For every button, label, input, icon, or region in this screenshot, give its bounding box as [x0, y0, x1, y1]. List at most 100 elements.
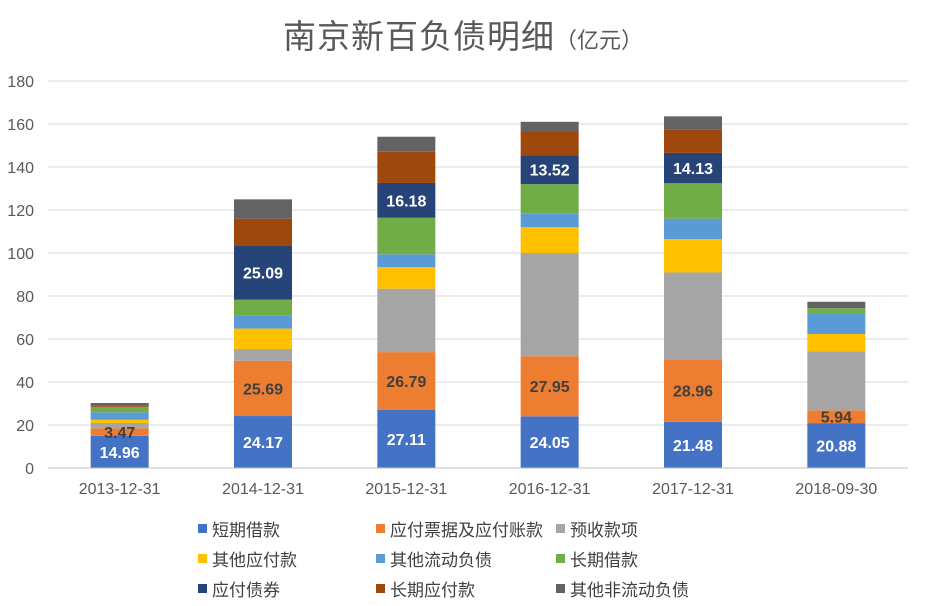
- bar-segment: [90, 406, 149, 413]
- legend-swatch: [198, 554, 207, 563]
- chart-plot: 0 20 40 60 80 100 120 140 160 180 14.96 3.47 24.17 25…: [7, 74, 908, 498]
- bar-segment: [90, 412, 149, 420]
- bar-segment: [520, 227, 579, 253]
- bar-segment: [90, 428, 149, 436]
- legend-item: 应付债券: [198, 576, 280, 601]
- bar-segment: [234, 315, 292, 329]
- legend-item: 长期应付款: [376, 576, 475, 601]
- legend-label: 其他应付款: [212, 551, 297, 570]
- y-tick-label: 60: [16, 332, 34, 349]
- legend-swatch: [376, 584, 385, 593]
- y-tick-label: 180: [7, 74, 34, 91]
- data-label: 20.88: [816, 439, 856, 456]
- legend-swatch: [198, 584, 207, 593]
- legend-item: 其他非流动负债: [556, 576, 689, 601]
- bar-segment: [807, 334, 866, 352]
- bar-segment: [807, 308, 866, 314]
- legend-label: 长期借款: [570, 551, 638, 570]
- legend-label: 应付票据及应付账款: [390, 521, 543, 540]
- bar-segment: [807, 351, 866, 411]
- bar-segment: [520, 416, 579, 468]
- legend-swatch: [376, 524, 385, 533]
- data-label: 25.69: [243, 381, 283, 398]
- data-label: 13.52: [530, 163, 570, 180]
- y-tick-label: 40: [16, 375, 34, 392]
- data-label: 26.79: [386, 374, 426, 391]
- legend-label: 应付债券: [212, 581, 280, 600]
- x-tick-label: 2015-12-31: [365, 481, 447, 498]
- bar-segment: [520, 253, 579, 357]
- y-tick-label: 140: [7, 160, 34, 177]
- bar-segment: [377, 409, 436, 468]
- bar-segment: [90, 405, 149, 407]
- chart-legend: 短期借款 应付票据及应付账款 预收款项其他应付款 其他流动负债 长期借款应付债券 长期应付…: [0, 508, 926, 604]
- data-label: 21.48: [673, 438, 713, 455]
- legend-item: 预收款项: [556, 516, 638, 541]
- bar-segment: [377, 288, 436, 353]
- bar-segment: [520, 121, 579, 132]
- bar-segment: [520, 155, 579, 185]
- legend-item: 应付票据及应付账款: [376, 516, 543, 541]
- bar-segment: [520, 213, 579, 228]
- data-label: 24.05: [530, 435, 570, 452]
- chart-title-unit: （亿元）: [554, 28, 643, 53]
- bar-segment: [664, 272, 722, 360]
- x-tick-label: 2013-12-31: [79, 481, 161, 498]
- bar-segment: [664, 129, 722, 153]
- data-label: 14.13: [673, 161, 713, 178]
- bar-segment: [377, 352, 436, 410]
- legend-swatch: [556, 584, 565, 593]
- legend-label: 长期应付款: [390, 581, 475, 600]
- y-tick-label: 20: [16, 418, 34, 435]
- bar-segment: [807, 410, 866, 424]
- x-tick-label: 2014-12-31: [222, 481, 304, 498]
- legend-swatch: [556, 554, 565, 563]
- data-label: 16.18: [386, 193, 426, 210]
- bar-segment: [234, 360, 292, 417]
- legend-item: 其他应付款: [198, 546, 297, 571]
- legend-swatch: [198, 524, 207, 533]
- bar-segment: [664, 359, 722, 422]
- legend-label: 其他流动负债: [390, 551, 492, 570]
- legend-label: 其他非流动负债: [570, 581, 689, 600]
- legend-item: 长期借款: [556, 546, 638, 571]
- chart-title: 南京新百负债明细（亿元）: [0, 10, 926, 58]
- y-tick-label: 120: [7, 203, 34, 220]
- chart-title-main: 南京新百负债明细: [282, 18, 555, 55]
- y-tick-label: 160: [7, 117, 34, 134]
- data-label: 27.11: [387, 432, 426, 449]
- bar-segment: [807, 423, 866, 468]
- x-tick-label: 2017-12-31: [652, 481, 734, 498]
- data-label: 28.96: [673, 384, 713, 401]
- bar-segment: [377, 151, 436, 183]
- bar-segment: [664, 421, 722, 468]
- bar-segment: [520, 356, 579, 417]
- bar-segment: [377, 136, 436, 152]
- bar-segment: [664, 183, 722, 219]
- data-label: 27.95: [530, 379, 570, 396]
- bar-segment: [234, 328, 292, 349]
- data-label: 25.09: [243, 266, 283, 283]
- bar-segment: [234, 416, 292, 468]
- bar-segment: [377, 267, 436, 289]
- bar-segment: [234, 299, 292, 316]
- legend-swatch: [376, 554, 385, 563]
- y-tick-label: 0: [25, 461, 34, 478]
- legend-item: 短期借款: [198, 516, 280, 541]
- bar-segment: [807, 301, 866, 309]
- bar-segment: [377, 182, 436, 218]
- bar-segment: [377, 254, 436, 268]
- x-tick-label: 2016-12-31: [509, 481, 591, 498]
- bar-segment: [234, 218, 292, 246]
- legend-swatch: [556, 524, 565, 533]
- bar-segment: [90, 423, 149, 429]
- bar-segment: [664, 239, 722, 273]
- y-tick-label: 100: [7, 246, 34, 263]
- data-label: 5.94: [821, 410, 852, 427]
- bar-segment: [90, 403, 149, 406]
- bar-segment: [377, 217, 436, 255]
- legend-item: 其他流动负债: [376, 546, 492, 571]
- bar-segment: [520, 184, 579, 214]
- bar-segment: [90, 419, 149, 424]
